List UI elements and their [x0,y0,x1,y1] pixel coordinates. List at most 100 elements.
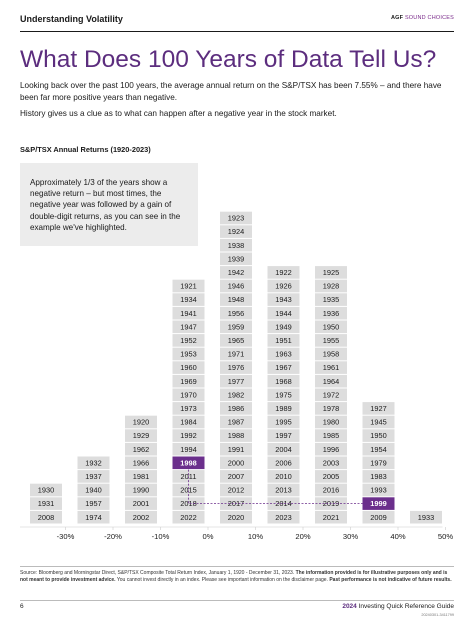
year-cell-1974 [77,510,110,524]
year-label-1958: 1958 [323,350,339,359]
year-label-2002: 2002 [133,513,149,522]
year-label-2015: 2015 [180,486,196,495]
year-cell-1967 [267,361,300,374]
year-cell-1969 [172,374,205,388]
year-cell-1920 [125,415,157,429]
year-label-1984: 1984 [180,418,196,427]
year-cell-1970 [172,388,205,402]
year-cell-1936 [315,306,347,320]
year-label-1938: 1938 [228,241,244,250]
x-tick-label: -20% [104,532,122,541]
x-tick-label: 0% [203,532,214,541]
year-label-1978: 1978 [323,404,339,413]
year-cell-1947 [172,320,205,334]
year-cell-1934 [172,293,205,306]
year-label-2000: 2000 [228,458,244,467]
year-cell-1996 [315,442,347,456]
year-cell-2012 [220,483,252,497]
year-cell-1995 [267,415,300,429]
year-label-1935: 1935 [323,295,339,304]
year-cell-1940 [77,483,110,497]
year-cell-2004 [267,442,300,456]
year-cell-1923 [220,211,252,225]
year-label-1979: 1979 [370,458,386,467]
year-label-2022: 2022 [180,513,196,522]
year-label-1956: 1956 [228,309,244,318]
year-cell-1958 [315,347,347,361]
year-cell-1925 [315,266,347,279]
year-label-1971: 1971 [228,350,244,359]
year-cell-1973 [172,402,205,415]
guide-name: Investing Quick Reference Guide [358,603,454,610]
source-note: Source: Bloomberg and Morningstar Direct… [20,570,454,584]
year-label-1922: 1922 [275,268,291,277]
year-cell-1983 [362,470,395,483]
year-label-1973: 1973 [180,404,196,413]
year-label-1970: 1970 [180,390,196,399]
year-cell-1966 [125,456,157,470]
year-cell-1959 [220,320,252,334]
year-cell-2021 [315,510,347,524]
year-cell-2010 [267,470,300,483]
year-cell-1945 [362,415,395,429]
year-cell-1948 [220,293,252,306]
header-divider [20,31,454,32]
year-label-1980: 1980 [323,418,339,427]
year-label-1968: 1968 [275,377,291,386]
year-label-1932: 1932 [85,458,101,467]
x-tick-label: 30% [343,532,358,541]
year-cell-1977 [220,374,252,388]
year-label-1937: 1937 [85,472,101,481]
year-label-1934: 1934 [180,295,196,304]
year-label-1996: 1996 [323,445,339,454]
year-cell-2011 [172,470,205,483]
x-tick-label: -10% [152,532,170,541]
year-label-1991: 1991 [228,445,244,454]
year-label-2008: 2008 [38,513,54,522]
year-label-1989: 1989 [275,404,291,413]
year-label-1943: 1943 [275,295,291,304]
year-cell-2020 [220,510,252,524]
year-label-1967: 1967 [275,363,291,372]
year-label-2003: 2003 [323,458,339,467]
year-cell-1994 [172,442,205,456]
year-label-1993: 1993 [370,486,386,495]
year-label-2009: 2009 [370,513,386,522]
year-cell-2016 [315,483,347,497]
year-label-1966: 1966 [133,458,149,467]
year-label-2021: 2021 [323,513,339,522]
intro-paragraph-2: History gives us a clue as to what can h… [20,109,337,118]
year-label-1961: 1961 [323,363,339,372]
year-cell-1972 [315,388,347,402]
year-label-2006: 2006 [275,458,291,467]
year-label-1981: 1981 [133,472,149,481]
year-cell-1922 [267,266,300,279]
brand-logo: AGF SOUND CHOICES [391,15,454,21]
year-cell-2015 [172,483,205,497]
year-label-1951: 1951 [275,336,291,345]
year-cell-1950 [362,429,395,442]
year-cell-2014 [267,497,300,510]
x-tick-label: 50% [438,532,453,541]
year-cell-1963 [267,347,300,361]
year-label-2011: 2011 [181,472,197,481]
footer-divider [20,566,454,567]
page-title: What Does 100 Years of Data Tell Us? [20,46,437,73]
year-label-1930: 1930 [38,486,54,495]
year-cell-1987 [220,415,252,429]
brand-tagline: SOUND CHOICES [404,15,454,21]
year-label-1926: 1926 [275,282,291,291]
year-cell-1960 [172,361,205,374]
year-cell-1935 [315,293,347,306]
year-cell-1932 [77,456,110,470]
year-label-1959: 1959 [228,322,244,331]
year-cell-1930 [30,483,62,497]
year-cell-1949 [267,320,300,334]
year-label-1994: 1994 [180,445,196,454]
x-tick-label: 20% [295,532,310,541]
year-label-1948: 1948 [228,295,244,304]
year-cell-1933 [410,510,442,524]
year-cell-1998 [172,456,205,470]
year-cell-1988 [220,429,252,442]
year-cell-1928 [315,279,347,293]
